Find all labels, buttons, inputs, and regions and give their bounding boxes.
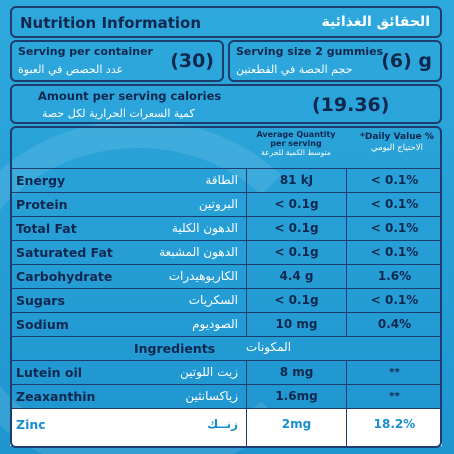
ingredient-amount: 1.6mg: [275, 389, 318, 403]
nutrient-name-arabic: الدهون الكلية: [171, 221, 238, 235]
daily-value-column-header: *Daily Value % الاحتياج اليومي: [352, 132, 442, 154]
nutrient-name-arabic: السكريات: [188, 293, 238, 307]
daily-value-header-arabic: الاحتياج اليومي: [371, 143, 423, 153]
nutrient-daily-value: < 0.1%: [370, 197, 419, 211]
ingredients-header-row: Ingredients المكونات: [10, 336, 442, 360]
table-row: Zeaxanthin زياكسانثين 1.6mg **: [10, 384, 442, 409]
nutrient-daily-value: < 0.1%: [370, 173, 419, 187]
table-row: Sugars السكريات < 0.1g < 0.1%: [10, 288, 442, 313]
nutrient-daily-value: < 0.1%: [370, 245, 419, 259]
ingredient-amount: 2mg: [281, 417, 312, 431]
nutrient-amount: 4.4 g: [279, 269, 314, 283]
calories-label: Amount per serving calories: [38, 89, 222, 103]
ingredient-name: Zeaxanthin: [16, 389, 96, 404]
table-row: Protein البروتين < 0.1g < 0.1%: [10, 192, 442, 217]
serving-size-label-arabic: حجم الحصة في القطعتين: [236, 63, 353, 76]
servings-per-container-label-arabic: عدد الحصص في العبوة: [18, 63, 124, 76]
nutrient-amount: < 0.1g: [274, 197, 319, 211]
table-row: Energy الطاقة 81 kJ < 0.1%: [10, 168, 442, 193]
ingredients-heading-arabic: المكونات: [246, 340, 292, 354]
title-bar: Nutrition Information الحقائق الغذائية: [10, 6, 442, 38]
nutrient-amount: 81 kJ: [279, 173, 314, 187]
ingredient-amount: 8 mg: [279, 365, 314, 379]
calories-value: (19.36): [312, 94, 390, 116]
nutrient-name-arabic: الكاربوهيدرات: [168, 269, 238, 283]
calories-label-arabic: كمية السعرات الحرارية لكل حصة: [42, 107, 195, 120]
amount-header-line2: per serving: [270, 139, 322, 148]
nutrient-name-arabic: البروتين: [198, 197, 238, 211]
calories-box: Amount per serving calories كمية السعرات…: [10, 84, 442, 124]
nutrition-table: Average Quantity per serving متوسط الكمي…: [10, 126, 442, 448]
ingredient-name-arabic: زيت اللوتين: [180, 365, 238, 379]
label-frame: Nutrition Information الحقائق الغذائية S…: [10, 6, 442, 448]
nutrient-daily-value: 1.6%: [377, 269, 412, 283]
nutrient-name: Protein: [16, 197, 68, 212]
serving-size-box: Serving size 2 gummies حجم الحصة في القط…: [228, 40, 442, 82]
servings-per-container-box: Serving per container عدد الحصص في العبو…: [10, 40, 224, 82]
table-row: Sodium الصوديوم 10 mg 0.4%: [10, 312, 442, 337]
nutrient-amount: < 0.1g: [274, 221, 319, 235]
nutrient-amount: 10 mg: [275, 317, 318, 331]
nutrient-daily-value: < 0.1%: [370, 221, 419, 235]
ingredient-name-arabic: زياكسانثين: [185, 389, 238, 403]
table-header: Average Quantity per serving متوسط الكمي…: [10, 126, 442, 168]
servings-per-container-label: Serving per container: [18, 45, 153, 58]
daily-value-header: *Daily Value %: [360, 132, 434, 142]
ingredient-name: Zinc: [16, 417, 46, 432]
nutrient-name: Total Fat: [16, 221, 77, 236]
serving-size-value: (6) g: [381, 50, 432, 72]
serving-size-label: Serving size 2 gummies: [236, 45, 384, 58]
title-arabic: الحقائق الغذائية: [321, 14, 430, 30]
amount-header-line1: Average Quantity: [256, 130, 336, 139]
ingredient-daily-value: **: [389, 367, 400, 378]
table-row: Saturated Fat الدهون المشبعة < 0.1g < 0.1…: [10, 240, 442, 265]
nutrient-name-arabic: الصوديوم: [192, 317, 238, 331]
nutrient-amount: < 0.1g: [274, 293, 319, 307]
amount-column-header: Average Quantity per serving متوسط الكمي…: [246, 130, 346, 157]
ingredient-name-arabic: زنــك: [207, 417, 238, 431]
nutrient-name: Saturated Fat: [16, 245, 113, 260]
nutrient-name: Energy: [16, 173, 66, 188]
nutrient-name: Carbohydrate: [16, 269, 113, 284]
ingredients-heading: Ingredients: [134, 341, 216, 356]
table-row: Lutein oil زيت اللوتين 8 mg **: [10, 360, 442, 385]
nutrient-name-arabic: الطاقة: [205, 173, 238, 187]
table-row: Carbohydrate الكاربوهيدرات 4.4 g 1.6%: [10, 264, 442, 289]
nutrient-name: Sugars: [16, 293, 65, 308]
ingredient-name: Lutein oil: [16, 365, 83, 380]
table-row: Total Fat الدهون الكلية < 0.1g < 0.1%: [10, 216, 442, 241]
nutrient-name: Sodium: [16, 317, 69, 332]
ingredient-daily-value: 18.2%: [373, 417, 416, 431]
nutrient-name-arabic: الدهون المشبعة: [159, 245, 238, 259]
nutrient-amount: < 0.1g: [274, 245, 319, 259]
nutrient-daily-value: < 0.1%: [370, 293, 419, 307]
table-row-zinc: Zinc زنــك 2mg 18.2%: [10, 408, 442, 447]
amount-header-arabic: متوسط الكمية للجرعة: [261, 148, 331, 157]
nutrient-daily-value: 0.4%: [377, 317, 412, 331]
servings-per-container-value: (30): [170, 50, 214, 72]
title-english: Nutrition Information: [20, 14, 201, 32]
ingredient-daily-value: **: [389, 391, 400, 402]
